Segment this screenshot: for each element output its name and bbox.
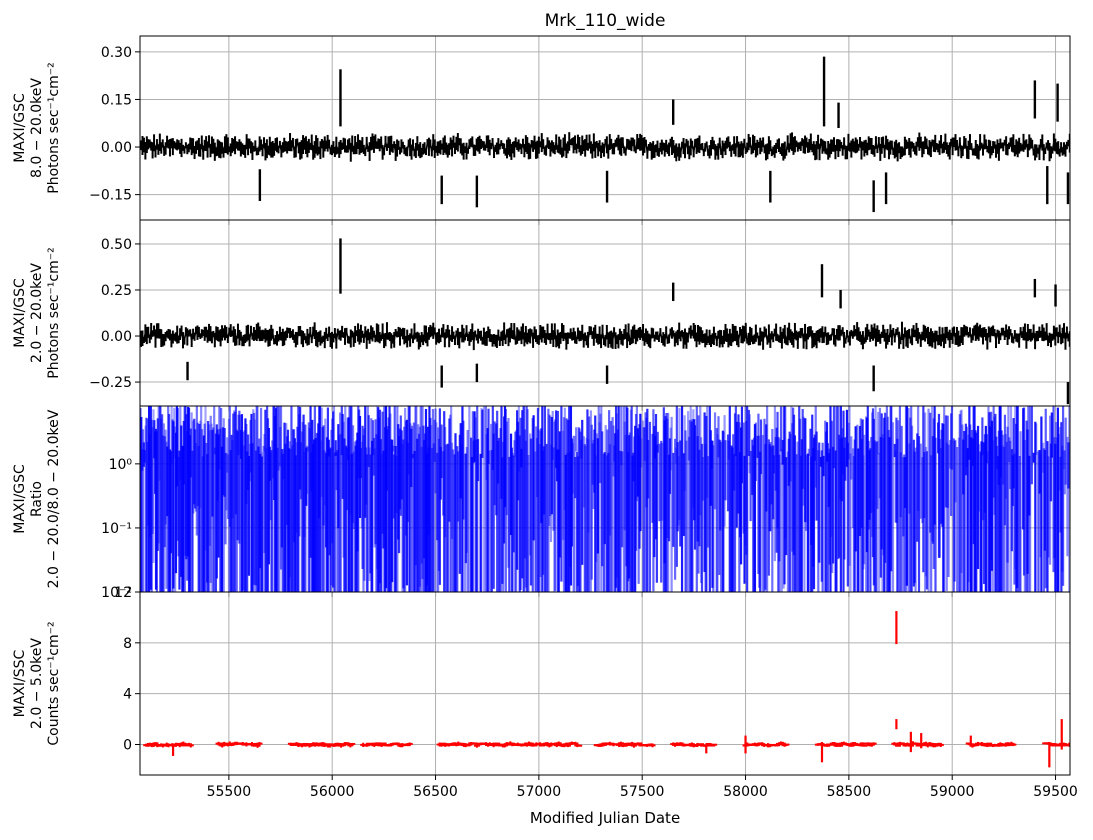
x-tick-label: 55500 (207, 784, 252, 800)
panel-ssc: 0 4 8 12 55500 56000 56500 57000 57500 58000 58500… (12, 585, 1078, 800)
y-tick-label: 10⁻¹ (101, 521, 132, 537)
data-layer (143, 611, 1070, 768)
data-layer (140, 238, 1070, 405)
panel-wide-band: −0.25 0.00 0.25 0.50 MAXI/GSC 2.0 − 20.0keV Ph… (12, 219, 1071, 411)
gsc-series-line (140, 327, 1070, 345)
y-tick-label: 12 (114, 585, 132, 601)
y-axis-label-line: MAXI/SSC (12, 649, 28, 717)
y-axis-label-line: Ratio (29, 481, 45, 517)
y-axis-label-line: MAXI/GSC (12, 464, 28, 534)
gsc-series-line (140, 138, 1070, 156)
panel-hard-band: −0.15 0.00 0.15 0.30 MAXI/GSC 8.0 − 20.0keV Ph… (12, 35, 1071, 225)
x-tick-label: 58000 (723, 784, 768, 800)
x-axis-label: Modified Julian Date (530, 809, 680, 827)
y-axis-label-line: Photons sec⁻¹cm⁻² (46, 62, 62, 194)
y-tick-label: 8 (123, 636, 132, 652)
x-tick-label: 57000 (517, 784, 562, 800)
y-axis-label-line: 2.0 − 5.0keV (29, 638, 45, 729)
x-tick-label: 59000 (930, 784, 975, 800)
y-axis-label-line: Counts sec⁻¹cm⁻² (46, 621, 62, 745)
x-tick-label: 57500 (620, 784, 665, 800)
x-tick-label: 59500 (1033, 784, 1078, 800)
y-axis-label-line: 2.0 − 20.0/8.0 − 20.0keV (46, 409, 62, 588)
y-axis-label-line: 8.0 − 20.0keV (29, 78, 45, 178)
y-tick-label: 0.30 (101, 45, 132, 61)
y-axis-label-line: 2.0 − 20.0keV (29, 263, 45, 363)
y-tick-label: 0 (123, 738, 132, 754)
y-axis-label-line: MAXI/GSC (12, 278, 28, 348)
y-tick-label: 10⁰ (109, 457, 133, 473)
chart-title: Mrk_110_wide (545, 11, 666, 31)
y-tick-label: −0.15 (89, 188, 132, 204)
y-tick-label: −0.25 (89, 375, 132, 391)
x-tick-label: 56000 (310, 784, 355, 800)
data-layer (140, 56, 1070, 213)
y-tick-label: 4 (123, 687, 132, 703)
y-axis-label-line: MAXI/GSC (12, 93, 28, 163)
y-tick-label: 0.50 (101, 237, 132, 253)
x-tick-label: 56500 (413, 784, 458, 800)
y-tick-label: 0.15 (101, 92, 132, 108)
y-tick-label: 0.00 (101, 329, 132, 345)
x-tick-label: 58500 (827, 784, 872, 800)
y-axis-label-line: Photons sec⁻¹cm⁻² (46, 247, 62, 379)
panel-frame (139, 591, 1071, 776)
y-tick-label: 0.25 (101, 283, 132, 299)
data-layer (140, 406, 1070, 592)
panel-frame (139, 35, 1071, 221)
panel-frame (139, 219, 1071, 407)
y-tick-label: 10⁻² (101, 585, 132, 601)
panel-hardness-ratio: 10⁻² 10⁻¹ 10⁰ MAXI/GSC Ratio 2.0 − 20.0/8.0 −… (12, 405, 1071, 601)
y-tick-label: 0.00 (101, 140, 132, 156)
